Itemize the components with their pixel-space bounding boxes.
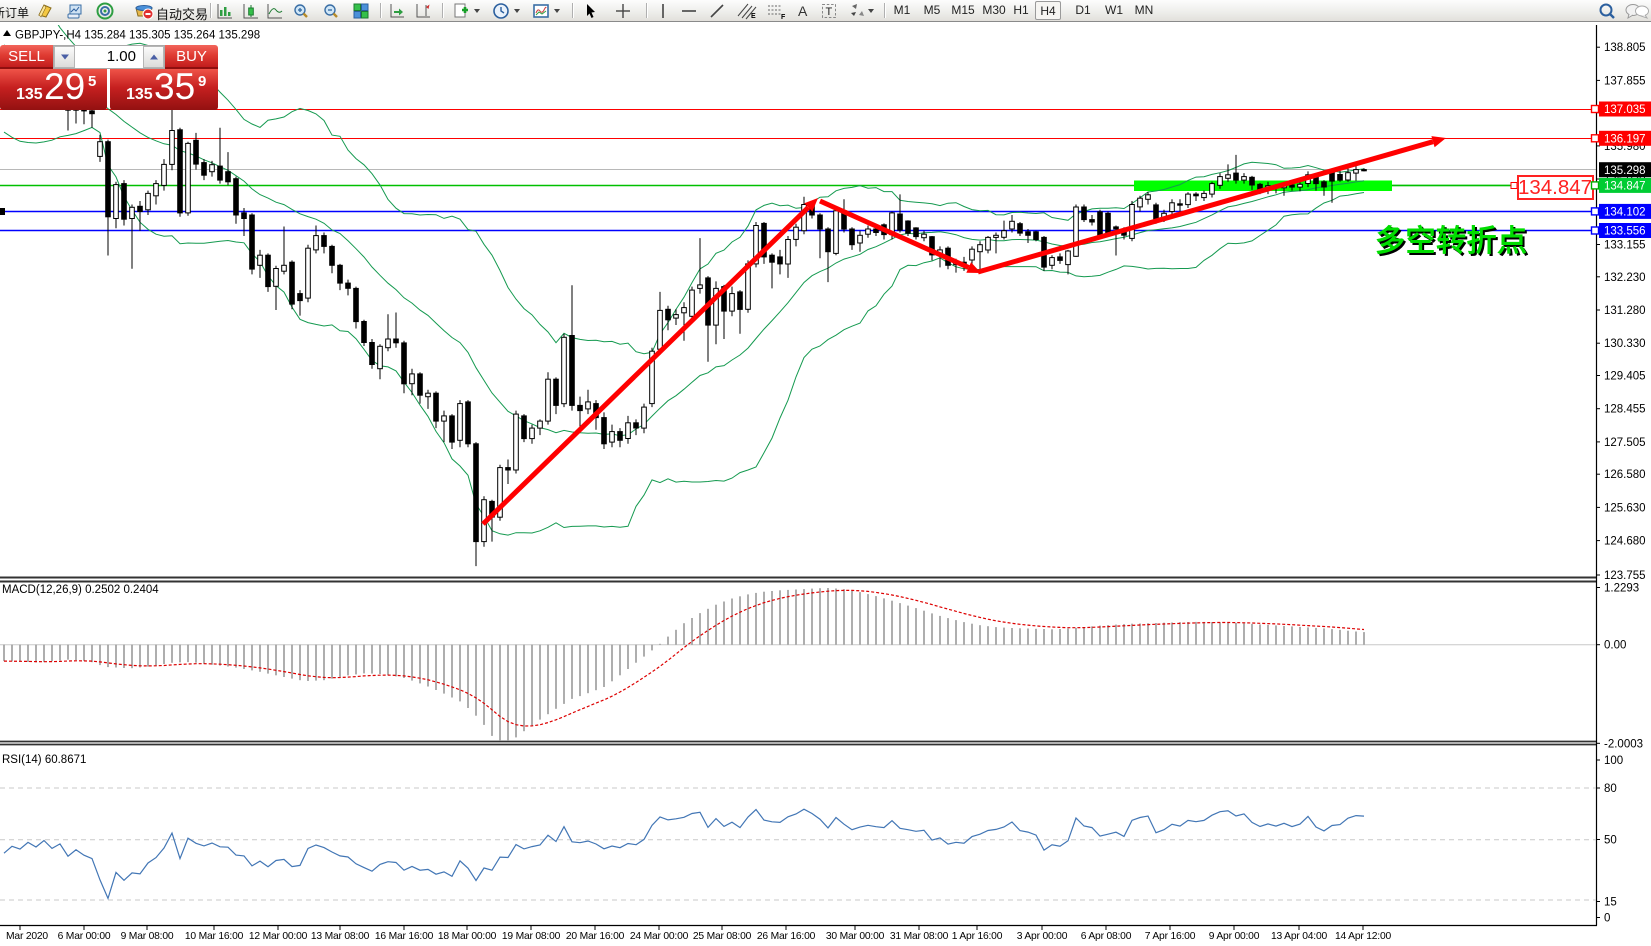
- svg-text:多空转折点: 多空转折点: [1377, 227, 1530, 260]
- svg-text:129.405: 129.405: [1604, 371, 1646, 383]
- svg-text:134.847: 134.847: [1604, 181, 1646, 193]
- svg-text:133.556: 133.556: [1604, 226, 1646, 238]
- svg-text:131.280: 131.280: [1604, 305, 1646, 317]
- svg-text:136.197: 136.197: [1604, 134, 1646, 146]
- svg-text:13 Apr 04:00: 13 Apr 04:00: [1271, 931, 1327, 942]
- svg-text:1.2293: 1.2293: [1604, 583, 1639, 595]
- svg-text:13 Mar 08:00: 13 Mar 08:00: [311, 931, 370, 942]
- svg-text:137.035: 137.035: [1604, 104, 1646, 116]
- svg-text:50: 50: [1604, 835, 1617, 847]
- svg-text:125.630: 125.630: [1604, 502, 1646, 514]
- svg-text:7 Apr 16:00: 7 Apr 16:00: [1145, 931, 1196, 942]
- svg-text:100: 100: [1604, 755, 1623, 767]
- svg-text:124.680: 124.680: [1604, 536, 1646, 548]
- svg-text:16 Mar 16:00: 16 Mar 16:00: [375, 931, 434, 942]
- svg-text:130.330: 130.330: [1604, 338, 1646, 350]
- svg-text:18 Mar 00:00: 18 Mar 00:00: [438, 931, 497, 942]
- svg-text:GBPJPY-,H4 135.284 135.305 13: GBPJPY-,H4 135.284 135.305 135.264 135.2…: [15, 30, 260, 42]
- svg-text:6 Mar 00:00: 6 Mar 00:00: [58, 931, 111, 942]
- svg-text:138.805: 138.805: [1604, 42, 1646, 54]
- svg-text:26 Mar 16:00: 26 Mar 16:00: [757, 931, 816, 942]
- svg-text:1 Apr 16:00: 1 Apr 16:00: [952, 931, 1003, 942]
- svg-text:15: 15: [1604, 897, 1617, 909]
- svg-text:132.230: 132.230: [1604, 272, 1646, 284]
- svg-text:25 Mar 08:00: 25 Mar 08:00: [693, 931, 752, 942]
- svg-text:135.298: 135.298: [1604, 165, 1646, 177]
- svg-text:F: F: [781, 14, 786, 20]
- svg-text:-2.0003: -2.0003: [1604, 738, 1643, 750]
- svg-text:31 Mar 08:00: 31 Mar 08:00: [890, 931, 949, 942]
- svg-text:128.455: 128.455: [1604, 404, 1646, 416]
- svg-text:20 Mar 16:00: 20 Mar 16:00: [566, 931, 625, 942]
- svg-text:6 Apr 08:00: 6 Apr 08:00: [1081, 931, 1132, 942]
- svg-text:126.580: 126.580: [1604, 469, 1646, 481]
- svg-text:137.855: 137.855: [1604, 75, 1646, 87]
- svg-text:RSI(14) 60.8671: RSI(14) 60.8671: [2, 754, 86, 766]
- svg-text:Mar 2020: Mar 2020: [6, 931, 48, 942]
- svg-text:12 Mar 00:00: 12 Mar 00:00: [249, 931, 308, 942]
- svg-text:T: T: [826, 6, 833, 18]
- svg-text:127.505: 127.505: [1604, 437, 1646, 449]
- svg-text:134.847: 134.847: [1518, 176, 1592, 199]
- svg-text:0.00: 0.00: [1604, 640, 1626, 652]
- svg-text:9 Apr 00:00: 9 Apr 00:00: [1209, 931, 1260, 942]
- svg-text:30 Mar 00:00: 30 Mar 00:00: [826, 931, 885, 942]
- svg-text:24 Mar 00:00: 24 Mar 00:00: [630, 931, 689, 942]
- svg-text:E: E: [751, 13, 756, 20]
- svg-text:3 Apr 00:00: 3 Apr 00:00: [1017, 931, 1068, 942]
- svg-text:0: 0: [1604, 913, 1610, 925]
- svg-text:19 Mar 08:00: 19 Mar 08:00: [502, 931, 561, 942]
- svg-text:9 Mar 08:00: 9 Mar 08:00: [121, 931, 174, 942]
- svg-text:123.755: 123.755: [1604, 570, 1646, 582]
- svg-text:多空转折点: 多空转折点: [1375, 225, 1528, 258]
- svg-text:14 Apr 12:00: 14 Apr 12:00: [1335, 931, 1391, 942]
- svg-text:80: 80: [1604, 783, 1617, 795]
- svg-text:10 Mar 16:00: 10 Mar 16:00: [185, 931, 244, 942]
- svg-text:133.155: 133.155: [1604, 240, 1646, 252]
- svg-text:134.102: 134.102: [1604, 207, 1646, 219]
- svg-text:MACD(12,26,9) 0.2502 0.2404: MACD(12,26,9) 0.2502 0.2404: [2, 584, 159, 596]
